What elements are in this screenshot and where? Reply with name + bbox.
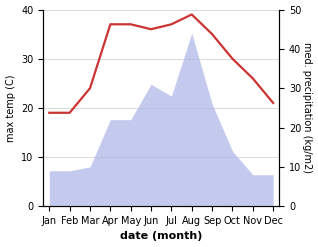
- X-axis label: date (month): date (month): [120, 231, 203, 242]
- Y-axis label: max temp (C): max temp (C): [5, 74, 16, 142]
- Y-axis label: med. precipitation (kg/m2): med. precipitation (kg/m2): [302, 42, 313, 173]
